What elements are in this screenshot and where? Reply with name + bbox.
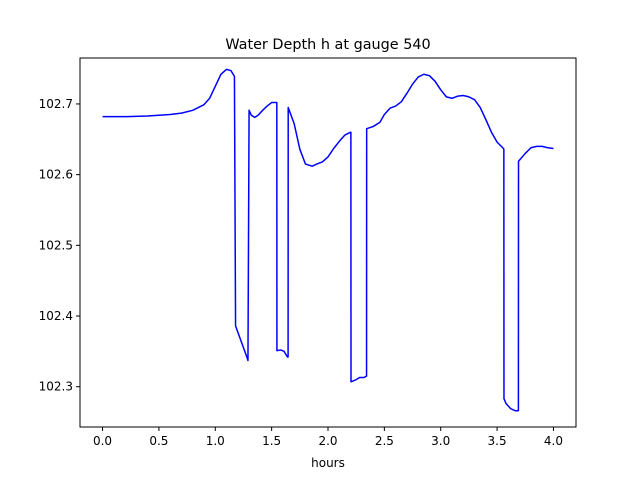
x-tick-label: 2.5: [375, 434, 394, 448]
chart-title: Water Depth h at gauge 540: [225, 37, 430, 53]
series-line-0: [102, 68, 554, 412]
x-tick-label: 3.5: [488, 434, 507, 448]
y-axis: 102.3 102.4 102.5 102.6 102.7: [39, 97, 80, 394]
x-axis: 0.0 0.5 1.0 1.5 2.0 2.5 3.0 3.5 4.0: [93, 427, 563, 448]
x-tick-label: 3.0: [431, 434, 450, 448]
x-axis-label: hours: [311, 456, 345, 470]
y-tick-label: 102.6: [39, 168, 73, 182]
x-tick-label: 0.0: [93, 434, 112, 448]
x-tick-label: 2.0: [318, 434, 337, 448]
x-tick-label: 1.5: [262, 434, 281, 448]
y-tick-label: 102.4: [39, 309, 73, 323]
y-tick-label: 102.5: [39, 238, 73, 252]
y-tick-label: 102.7: [39, 97, 73, 111]
x-tick-label: 4.0: [544, 434, 563, 448]
x-tick-label: 1.0: [206, 434, 225, 448]
x-tick-label: 0.5: [149, 434, 168, 448]
y-tick-label: 102.3: [39, 380, 73, 394]
